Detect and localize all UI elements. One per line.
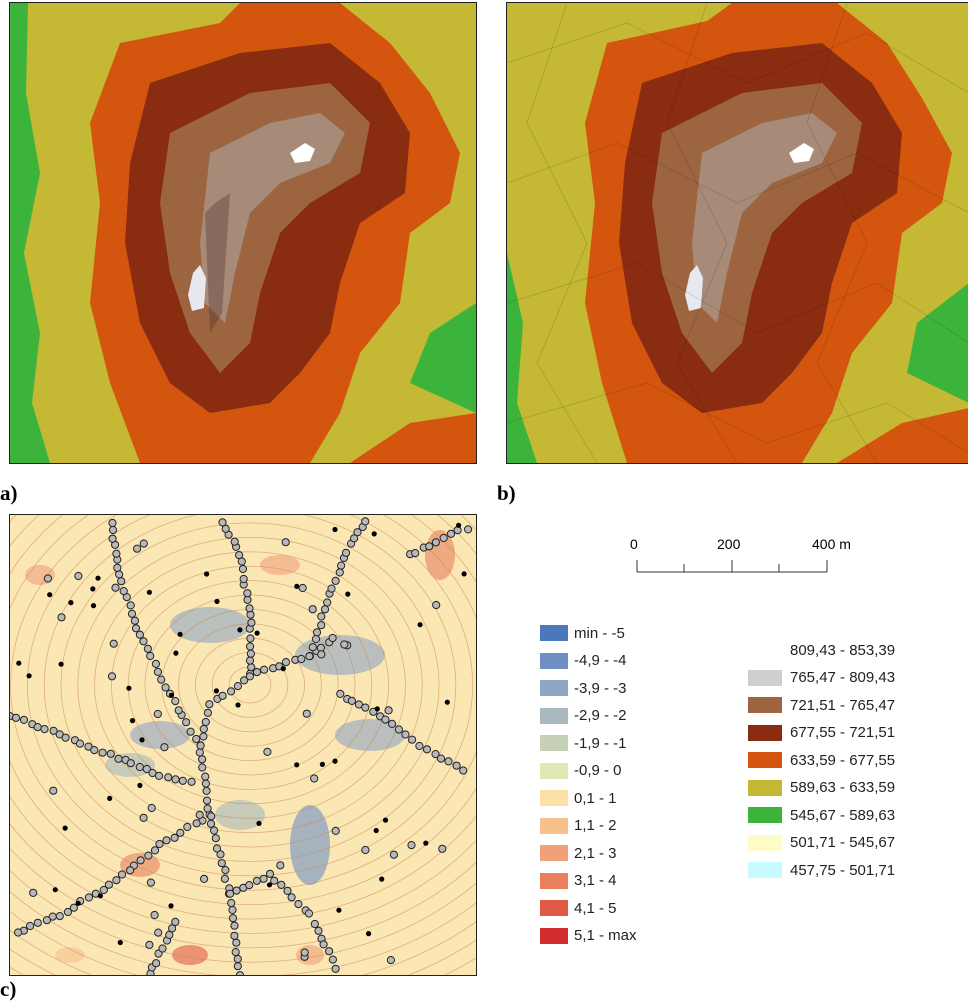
difference-legend-swatch [540, 762, 568, 779]
difference-legend-label: -4,9 - -4 [574, 652, 627, 669]
difference-legend-swatch [540, 927, 568, 944]
elevation-legend-item: 633,59 - 677,55 [748, 750, 895, 770]
difference-legend: min - -5 -4,9 - -4 -3,9 - -3 -2,9 - -2 -1,9 … [540, 623, 700, 963]
elevation-legend-item: 457,75 - 501,71 [748, 860, 895, 880]
elevation-legend-swatch [748, 779, 782, 796]
elevation-legend-item: 809,43 - 853,39 [748, 640, 895, 660]
difference-legend-item: min - -5 [540, 623, 625, 643]
dem-map-b [507, 3, 968, 463]
difference-map-c [10, 515, 476, 975]
difference-legend-label: 0,1 - 1 [574, 789, 617, 807]
elevation-legend-swatch [748, 834, 782, 851]
difference-legend-label: -3,9 - -3 [574, 679, 627, 697]
panel-label-a: a) [0, 481, 18, 505]
difference-legend-swatch [540, 845, 568, 861]
elevation-legend-swatch [748, 862, 782, 878]
map-panel-a [9, 2, 477, 464]
difference-legend-item: -1,9 - -1 [540, 733, 627, 753]
elevation-legend-item: 721,51 - 765,47 [748, 695, 895, 715]
difference-legend-item: 1,1 - 2 [540, 816, 617, 836]
dem-map-a [10, 3, 476, 463]
difference-legend-item: 4,1 - 5 [540, 898, 617, 918]
scale-bar-line [636, 560, 828, 573]
elevation-legend-label: 501,71 - 545,67 [790, 834, 896, 851]
elevation-legend-label: 589,63 - 633,59 [790, 779, 896, 796]
difference-legend-label: 1,1 - 2 [574, 817, 617, 834]
difference-legend-item: 2,1 - 3 [540, 843, 617, 863]
difference-legend-label: min - -5 [574, 624, 625, 642]
elevation-legend-label: 633,59 - 677,55 [790, 751, 896, 769]
elevation-legend-item: 589,63 - 633,59 [748, 778, 895, 798]
difference-legend-swatch [540, 817, 568, 834]
difference-legend-item: 5,1 - max [540, 926, 637, 946]
elevation-legend-swatch [748, 752, 782, 768]
elevation-legend-swatch [748, 807, 782, 823]
difference-legend-item: 0,1 - 1 [540, 788, 617, 808]
difference-legend-item: -0,9 - 0 [540, 761, 622, 781]
elevation-legend-label: 721,51 - 765,47 [790, 696, 896, 714]
difference-legend-swatch [540, 900, 568, 916]
elevation-legend-swatch [748, 642, 782, 658]
elevation-legend-item: 765,47 - 809,43 [748, 668, 895, 688]
difference-legend-item: -2,9 - -2 [540, 706, 627, 726]
panel-label-b: b) [497, 481, 516, 505]
difference-legend-swatch [540, 872, 568, 889]
difference-legend-label: 2,1 - 3 [574, 844, 617, 862]
difference-legend-swatch [540, 790, 568, 806]
elevation-legend: 809,43 - 853,39 765,47 - 809,43 721,51 - 7… [748, 640, 963, 920]
elevation-legend-label: 545,67 - 589,63 [790, 806, 896, 824]
difference-legend-label: -1,9 - -1 [574, 734, 627, 752]
difference-legend-label: 5,1 - max [574, 927, 637, 944]
difference-legend-label: 3,1 - 4 [574, 872, 617, 889]
elevation-legend-swatch [748, 669, 782, 686]
difference-legend-swatch [540, 707, 568, 724]
elevation-legend-item: 501,71 - 545,67 [748, 833, 895, 853]
elevation-legend-swatch [748, 724, 782, 741]
difference-legend-label: -2,9 - -2 [574, 707, 627, 724]
difference-legend-swatch [540, 680, 568, 696]
difference-legend-swatch [540, 652, 568, 669]
elevation-legend-item: 545,67 - 589,63 [748, 805, 895, 825]
scale-tick-label-200: 200 [717, 536, 741, 552]
scale-tick-label-0: 0 [630, 536, 638, 552]
difference-legend-item: -4,9 - -4 [540, 651, 627, 671]
elevation-legend-label: 677,55 - 721,51 [790, 724, 896, 741]
elevation-legend-label: 765,47 - 809,43 [790, 669, 896, 686]
map-panel-c [9, 514, 477, 976]
elevation-legend-item: 677,55 - 721,51 [748, 723, 895, 743]
map-panel-b [506, 2, 968, 464]
scale-bar: 0 200 400 m [620, 536, 860, 576]
panel-label-c: c) [0, 977, 17, 1001]
scale-tick-label-400: 400 m [812, 536, 851, 552]
difference-legend-swatch [540, 735, 568, 751]
elevation-legend-swatch [748, 697, 782, 713]
difference-legend-item: 3,1 - 4 [540, 871, 617, 891]
difference-legend-label: -0,9 - 0 [574, 762, 622, 779]
elevation-legend-label: 809,43 - 853,39 [790, 641, 896, 659]
elevation-legend-label: 457,75 - 501,71 [790, 861, 896, 879]
difference-legend-item: -3,9 - -3 [540, 678, 627, 698]
difference-legend-swatch [540, 625, 568, 641]
difference-legend-label: 4,1 - 5 [574, 899, 617, 917]
